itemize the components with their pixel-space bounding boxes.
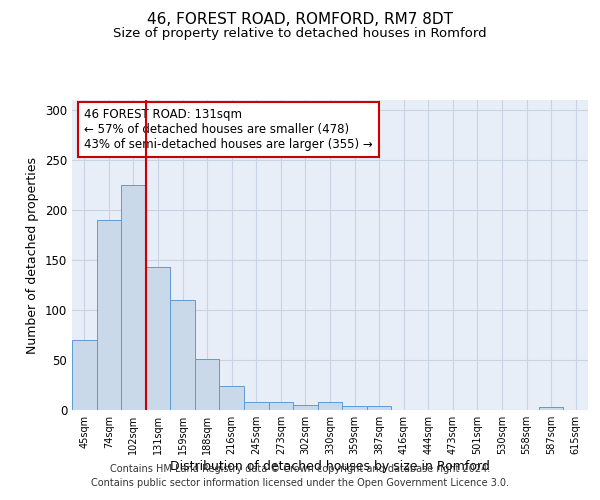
- Text: 46 FOREST ROAD: 131sqm
← 57% of detached houses are smaller (478)
43% of semi-de: 46 FOREST ROAD: 131sqm ← 57% of detached…: [84, 108, 373, 151]
- Bar: [170, 300, 195, 410]
- Y-axis label: Number of detached properties: Number of detached properties: [26, 156, 40, 354]
- Bar: [367, 406, 391, 410]
- Text: 46, FOREST ROAD, ROMFORD, RM7 8DT: 46, FOREST ROAD, ROMFORD, RM7 8DT: [147, 12, 453, 28]
- Bar: [195, 359, 220, 410]
- Bar: [220, 386, 244, 410]
- Bar: [121, 185, 146, 410]
- Bar: [97, 220, 121, 410]
- Bar: [244, 402, 269, 410]
- Bar: [146, 267, 170, 410]
- Bar: [293, 405, 318, 410]
- Bar: [318, 402, 342, 410]
- Bar: [269, 402, 293, 410]
- Bar: [72, 340, 97, 410]
- Bar: [342, 406, 367, 410]
- Bar: [539, 407, 563, 410]
- X-axis label: Distribution of detached houses by size in Romford: Distribution of detached houses by size …: [170, 460, 490, 473]
- Text: Contains HM Land Registry data © Crown copyright and database right 2024.
Contai: Contains HM Land Registry data © Crown c…: [91, 464, 509, 487]
- Text: Size of property relative to detached houses in Romford: Size of property relative to detached ho…: [113, 28, 487, 40]
